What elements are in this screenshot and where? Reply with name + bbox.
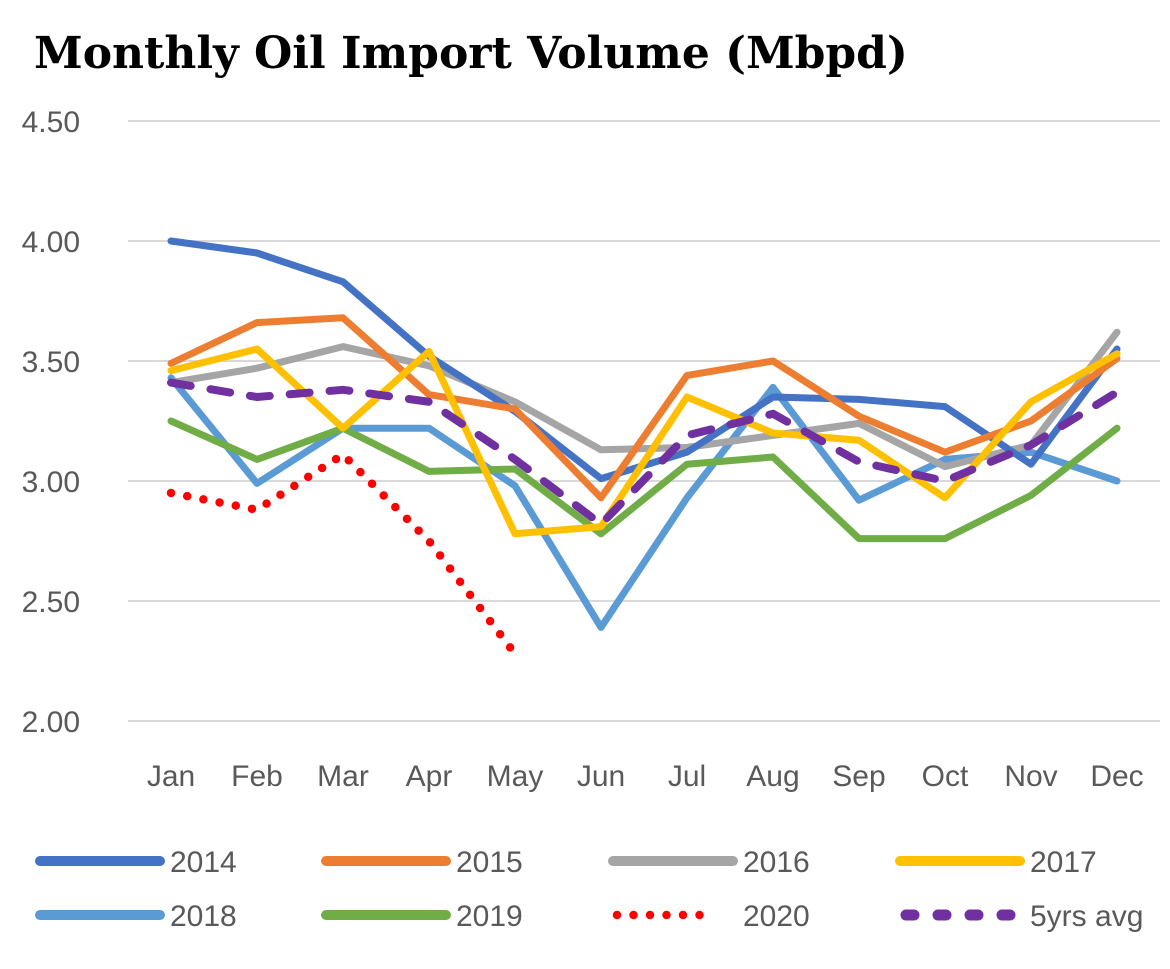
legend-label: 2016 bbox=[743, 846, 810, 879]
y-tick-label: 2.50 bbox=[22, 586, 80, 619]
series-lines bbox=[166, 237, 1121, 659]
legend-item: 2019 bbox=[321, 900, 523, 933]
legend-label: 2014 bbox=[170, 846, 237, 879]
series-line-2016 bbox=[167, 328, 1121, 471]
x-tick-label: Oct bbox=[922, 760, 969, 793]
legend-label: 2017 bbox=[1030, 846, 1097, 879]
x-tick-label: Dec bbox=[1090, 760, 1143, 793]
y-tick-label: 4.00 bbox=[22, 226, 80, 259]
legend-label: 2020 bbox=[743, 900, 810, 933]
y-axis-ticks: 2.00 2.50 3.00 3.50 4.00 4.50 bbox=[22, 106, 80, 739]
y-tick-label: 4.50 bbox=[22, 106, 80, 139]
legend-item: 5yrs avg bbox=[900, 900, 1143, 933]
legend-label: 5yrs avg bbox=[1030, 900, 1143, 933]
series-line-2017 bbox=[167, 345, 1121, 538]
x-tick-label: Mar bbox=[317, 760, 369, 793]
series-line-2018 bbox=[167, 374, 1121, 631]
legend-item: 2017 bbox=[895, 846, 1097, 879]
series-line-5yrs-avg bbox=[167, 378, 1121, 529]
chart-title: Monthly Oil Import Volume (Mbpd) bbox=[34, 28, 908, 79]
y-tick-label: 2.00 bbox=[22, 706, 80, 739]
x-tick-label: May bbox=[487, 760, 544, 793]
x-tick-label: Jul bbox=[668, 760, 706, 793]
x-tick-label: Apr bbox=[406, 760, 453, 793]
x-tick-label: Aug bbox=[746, 760, 799, 793]
gridlines bbox=[128, 120, 1160, 722]
legend-label: 2019 bbox=[456, 900, 523, 933]
y-tick-label: 3.00 bbox=[22, 466, 80, 499]
legend-item: 2018 bbox=[35, 900, 237, 933]
series-line-2020 bbox=[166, 450, 520, 659]
x-tick-label: Nov bbox=[1004, 760, 1057, 793]
x-tick-label: Jan bbox=[147, 760, 195, 793]
series-line-2019 bbox=[167, 417, 1121, 543]
legend-item: 2014 bbox=[35, 846, 237, 879]
y-tick-label: 3.50 bbox=[22, 346, 80, 379]
legend-label: 2018 bbox=[170, 900, 237, 933]
legend-item: 2015 bbox=[321, 846, 523, 879]
legend-item: 2016 bbox=[608, 846, 810, 879]
legend-label: 2015 bbox=[456, 846, 523, 879]
x-axis-ticks: Jan Feb Mar Apr May Jun Jul Aug Sep Oct Nov Dec bbox=[147, 760, 1144, 793]
legend: 2014 2015 2016 2017 2018 2019 2020 5yrs avg bbox=[35, 846, 1143, 933]
x-tick-label: Feb bbox=[231, 760, 283, 793]
legend-item: 2020 bbox=[612, 900, 810, 933]
series-line-2015 bbox=[167, 314, 1121, 502]
x-tick-label: Sep bbox=[832, 760, 885, 793]
x-tick-label: Jun bbox=[577, 760, 625, 793]
